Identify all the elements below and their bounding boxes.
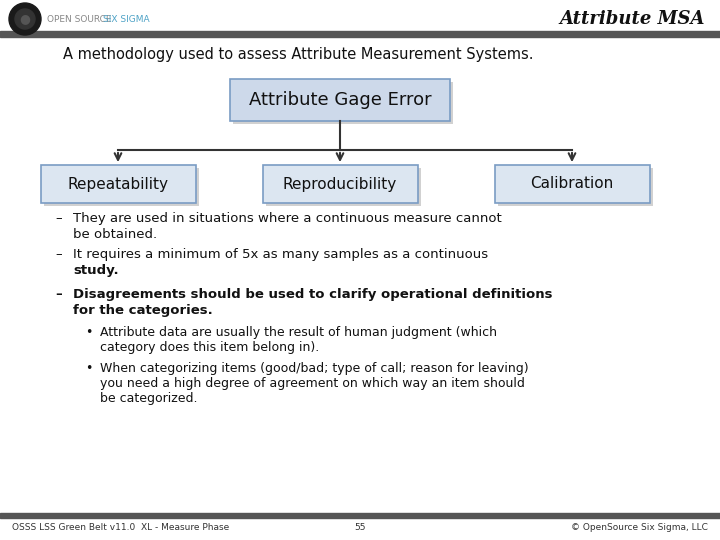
Circle shape [15,9,35,29]
Text: Disagreements should be used to clarify operational definitions: Disagreements should be used to clarify … [73,288,552,301]
FancyBboxPatch shape [263,165,418,203]
FancyBboxPatch shape [233,82,453,124]
Text: •: • [85,362,92,375]
Text: It requires a minimum of 5x as many samples as a continuous: It requires a minimum of 5x as many samp… [73,248,488,261]
Text: be categorized.: be categorized. [100,392,197,405]
Text: OSSS LSS Green Belt v11.0  XL - Measure Phase: OSSS LSS Green Belt v11.0 XL - Measure P… [12,523,229,531]
Text: Calibration: Calibration [531,177,613,192]
Text: Reproducibility: Reproducibility [283,177,397,192]
Text: you need a high degree of agreement on which way an item should: you need a high degree of agreement on w… [100,377,525,390]
FancyBboxPatch shape [230,79,450,121]
Text: Attribute MSA: Attribute MSA [559,10,705,28]
Text: be obtained.: be obtained. [73,228,157,241]
FancyBboxPatch shape [43,168,199,206]
FancyBboxPatch shape [40,165,196,203]
Text: When categorizing items (good/bad; type of call; reason for leaving): When categorizing items (good/bad; type … [100,362,528,375]
FancyBboxPatch shape [266,168,420,206]
Text: –: – [55,288,62,301]
Text: Attribute data are usually the result of human judgment (which: Attribute data are usually the result of… [100,326,497,339]
Bar [0,31,720,37]
Text: category does this item belong in).: category does this item belong in). [100,341,319,354]
Circle shape [9,3,41,35]
Text: 55: 55 [354,523,366,531]
Bar [0,513,720,518]
Text: –: – [55,248,62,261]
Text: Repeatability: Repeatability [68,177,168,192]
Text: –: – [55,212,62,225]
Text: •: • [85,326,92,339]
Text: They are used in situations where a continuous measure cannot: They are used in situations where a cont… [73,212,502,225]
Text: study.: study. [73,264,119,277]
Text: Attribute Gage Error: Attribute Gage Error [248,91,431,109]
Text: for the categories.: for the categories. [73,304,212,317]
Text: SIX SIGMA: SIX SIGMA [103,15,150,24]
Text: OPEN SOURCE: OPEN SOURCE [47,15,114,24]
FancyBboxPatch shape [495,165,649,203]
Text: © OpenSource Six Sigma, LLC: © OpenSource Six Sigma, LLC [571,523,708,531]
Text: ●: ● [19,12,30,25]
FancyBboxPatch shape [498,168,652,206]
Text: A methodology used to assess Attribute Measurement Systems.: A methodology used to assess Attribute M… [63,46,534,62]
